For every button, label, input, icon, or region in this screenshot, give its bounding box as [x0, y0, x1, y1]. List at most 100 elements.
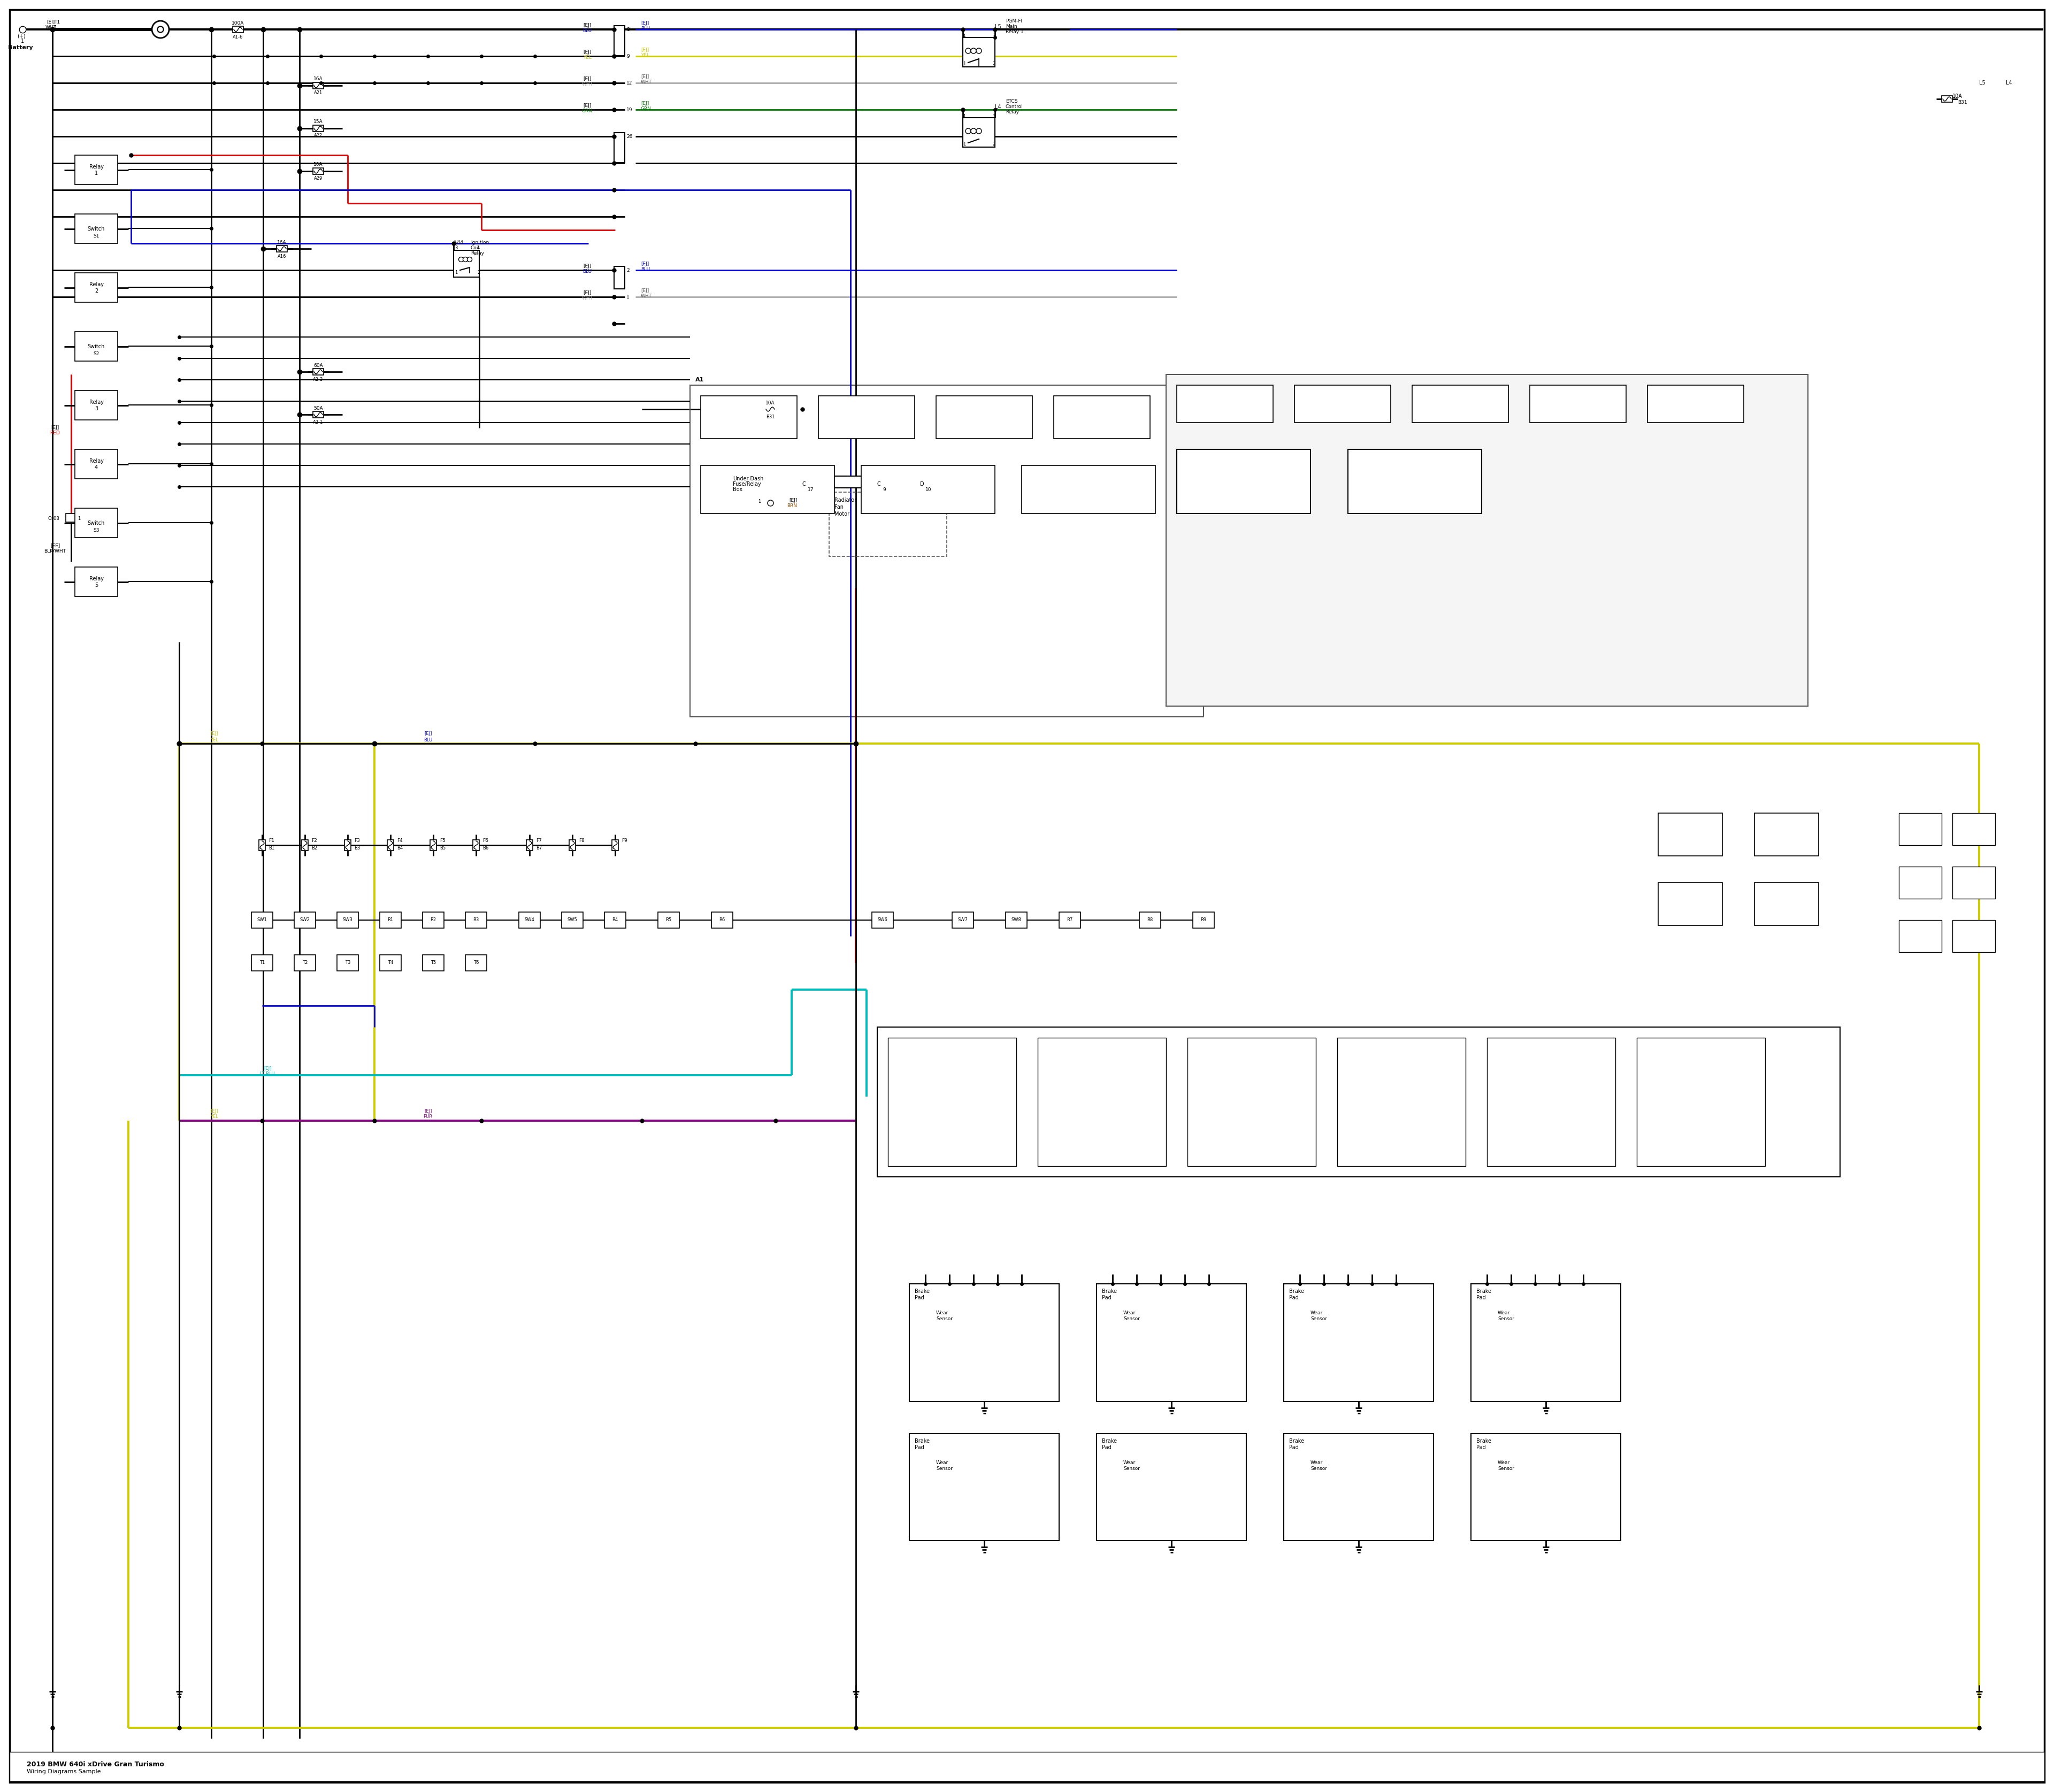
Text: 8: 8: [626, 27, 629, 32]
Text: F7: F7: [536, 839, 542, 844]
Text: T4: T4: [388, 961, 392, 966]
Text: 16A: 16A: [277, 240, 288, 246]
Text: 10A: 10A: [314, 163, 322, 167]
Bar: [1530, 385, 1627, 423]
Text: Control: Control: [1006, 104, 1023, 109]
Text: Wear
Sensor: Wear Sensor: [1497, 1310, 1514, 1321]
Text: 60A: 60A: [314, 364, 322, 367]
Text: F8: F8: [579, 839, 585, 844]
Text: S2: S2: [92, 351, 99, 357]
Bar: [1471, 1283, 1621, 1401]
Text: C: C: [803, 482, 805, 487]
Text: R7: R7: [1066, 918, 1072, 923]
Text: R6: R6: [719, 918, 725, 923]
Text: 19: 19: [626, 108, 633, 113]
Bar: [1284, 1434, 1434, 1541]
Bar: [1006, 912, 1027, 928]
Circle shape: [972, 129, 976, 134]
Bar: [337, 955, 357, 971]
Text: [EJ]: [EJ]: [583, 263, 592, 269]
Text: [EJ]: [EJ]: [641, 100, 649, 106]
Text: Coil: Coil: [470, 246, 481, 251]
Text: F3: F3: [353, 839, 359, 844]
Text: Brake
Pad: Brake Pad: [1477, 1288, 1491, 1301]
Text: A22: A22: [314, 133, 322, 138]
Text: [EJ]: [EJ]: [423, 731, 431, 737]
Bar: [1097, 1434, 1247, 1541]
Text: A2-3: A2-3: [312, 376, 322, 382]
Bar: [1953, 867, 1994, 898]
Text: Brake
Pad: Brake Pad: [1101, 1288, 1117, 1301]
Bar: [251, 912, 273, 928]
Text: 1: 1: [758, 500, 760, 504]
Bar: [1177, 385, 1273, 423]
Text: 9: 9: [626, 54, 629, 59]
Text: 2: 2: [992, 142, 994, 147]
Text: 10: 10: [926, 487, 933, 491]
Bar: [963, 118, 994, 147]
Bar: [1953, 814, 1994, 846]
Bar: [466, 912, 487, 928]
Bar: [312, 168, 325, 174]
Bar: [423, 912, 444, 928]
Text: 3: 3: [992, 34, 994, 38]
Text: N44: N44: [454, 240, 464, 246]
Bar: [861, 466, 994, 514]
Text: B3: B3: [353, 846, 359, 851]
Text: BLU: BLU: [641, 267, 649, 271]
Bar: [74, 509, 117, 538]
Text: [EJ]: [EJ]: [641, 20, 649, 25]
Bar: [251, 955, 273, 971]
Text: SW2: SW2: [300, 918, 310, 923]
Bar: [910, 1283, 1060, 1401]
Bar: [614, 267, 624, 289]
Text: R2: R2: [429, 918, 435, 923]
Text: D: D: [920, 482, 924, 487]
Text: 1: 1: [454, 271, 458, 276]
Text: T1: T1: [53, 20, 60, 25]
Circle shape: [965, 129, 972, 134]
Text: Brake
Pad: Brake Pad: [914, 1288, 930, 1301]
Text: B4: B4: [396, 846, 403, 851]
Text: Brake
Pad: Brake Pad: [1290, 1439, 1304, 1450]
Text: T3: T3: [345, 961, 351, 966]
Bar: [1294, 385, 1391, 423]
Text: A21: A21: [314, 91, 322, 95]
Text: Wear
Sensor: Wear Sensor: [937, 1310, 953, 1321]
Text: Wiring Diagrams Sample: Wiring Diagrams Sample: [27, 1769, 101, 1774]
Text: F6: F6: [483, 839, 489, 844]
Text: [EJ]: [EJ]: [210, 1109, 218, 1113]
Bar: [604, 912, 626, 928]
Text: 50A: 50A: [314, 405, 322, 410]
Text: 12: 12: [626, 81, 633, 86]
Bar: [1953, 919, 1994, 952]
Bar: [700, 396, 797, 439]
Text: Wear
Sensor: Wear Sensor: [1124, 1310, 1140, 1321]
Bar: [1898, 814, 1941, 846]
Text: F2: F2: [312, 839, 316, 844]
Bar: [614, 25, 624, 56]
Bar: [1167, 375, 1808, 706]
Text: Brake
Pad: Brake Pad: [914, 1439, 930, 1450]
Text: Under-Dash: Under-Dash: [733, 477, 764, 482]
Text: T1: T1: [259, 961, 265, 966]
Bar: [569, 840, 575, 851]
Bar: [764, 407, 776, 412]
Text: F9: F9: [622, 839, 626, 844]
Text: B2: B2: [312, 846, 316, 851]
Text: L5: L5: [994, 23, 1000, 29]
Text: YEL: YEL: [210, 737, 218, 742]
Text: B31: B31: [766, 414, 774, 419]
Text: 17: 17: [807, 487, 813, 491]
Text: [EJ]: [EJ]: [641, 73, 649, 79]
Bar: [10, 1753, 2044, 1781]
Bar: [74, 566, 117, 597]
Text: BLK/WHT: BLK/WHT: [43, 548, 66, 554]
Text: (+): (+): [16, 34, 25, 38]
Bar: [561, 912, 583, 928]
Bar: [1413, 385, 1508, 423]
Bar: [1647, 385, 1744, 423]
Text: F5: F5: [440, 839, 446, 844]
Text: YEL: YEL: [641, 52, 649, 57]
Text: 3: 3: [992, 113, 994, 118]
